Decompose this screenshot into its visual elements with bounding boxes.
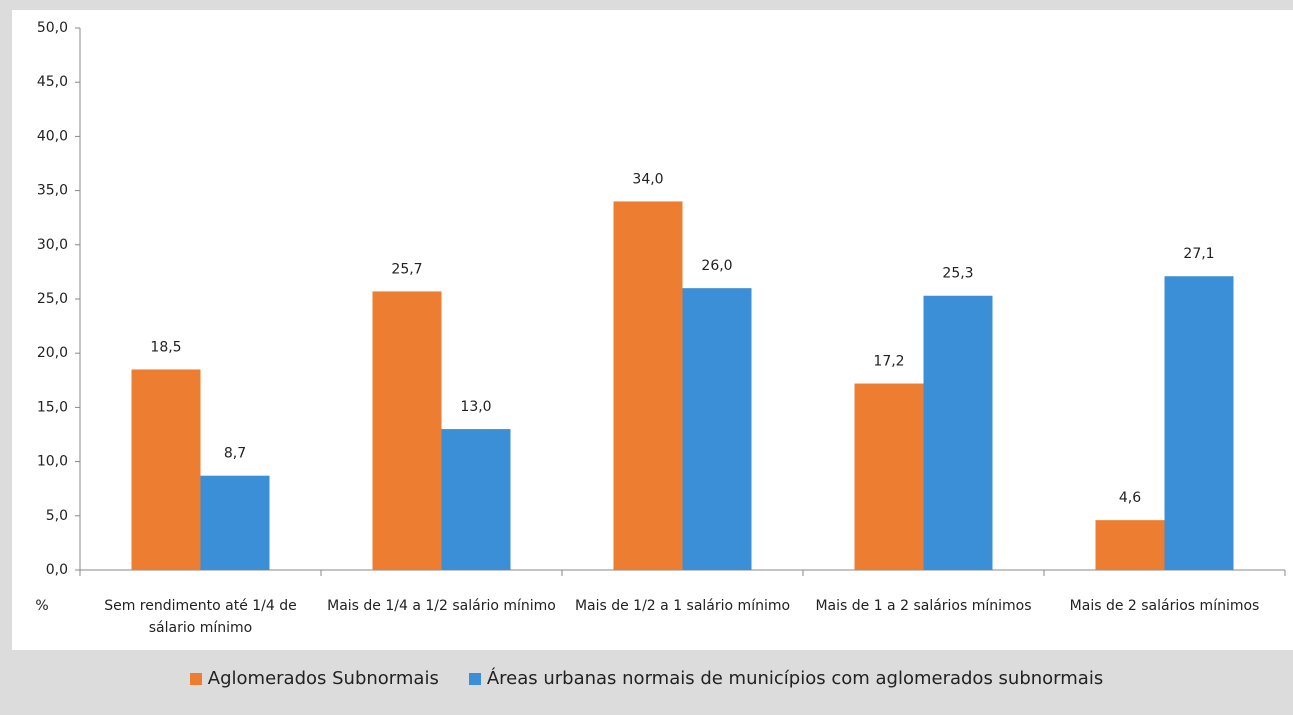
x-tick-label: Mais de 1/2 a 1 salário mínimo [574,598,791,614]
legend-label: Áreas urbanas normais de municípios com … [486,668,1104,689]
value-label: 26,0 [701,258,732,274]
value-label: 17,2 [873,354,904,370]
x-tick-label: Mais de 1 a 2 salários mínimos [815,598,1032,614]
legend-item: Áreas urbanas normais de municípios com … [468,668,1104,689]
bar [441,429,511,570]
y-tick-label: 20,0 [37,345,68,361]
y-axis-label: % [35,598,48,614]
x-tick-label: Mais de 1/4 a 1/2 salário mínimo [327,598,556,614]
bar [923,295,993,570]
bar [372,291,442,570]
y-tick-label: 30,0 [37,237,68,253]
x-tick-label: Sem rendimento até 1/4 de sálario mínimo [104,598,297,636]
value-label: 27,1 [1183,246,1214,262]
bar [1095,520,1165,570]
value-label: 8,7 [224,446,246,462]
y-tick-label: 15,0 [37,399,68,415]
bar [200,475,270,570]
value-label: 25,3 [942,266,973,282]
y-tick-label: 10,0 [37,454,68,470]
y-tick-label: 35,0 [37,183,68,199]
value-label: 34,0 [632,171,663,187]
value-label: 25,7 [391,261,422,277]
bar [131,369,201,570]
legend-swatch [468,672,481,685]
bar [613,201,683,570]
x-tick-label: Mais de 2 salários mínimos [1069,598,1260,614]
legend-item: Aglomerados Subnormais [189,668,439,689]
value-label: 13,0 [460,399,491,415]
legend: Aglomerados Subnormais Áreas urbanas norm… [0,668,1293,689]
legend-swatch [189,672,202,685]
bar [1164,276,1234,570]
y-tick-label: 45,0 [37,74,68,90]
bar [854,383,924,570]
value-label: 4,6 [1119,490,1141,506]
y-tick-label: 25,0 [37,291,68,307]
bar [682,288,752,570]
y-tick-label: 40,0 [37,128,68,144]
y-tick-label: 50,0 [37,20,68,36]
legend-label: Aglomerados Subnormais [207,668,439,689]
y-tick-label: 0,0 [46,562,68,578]
value-label: 18,5 [150,339,181,355]
y-tick-label: 5,0 [46,508,68,524]
